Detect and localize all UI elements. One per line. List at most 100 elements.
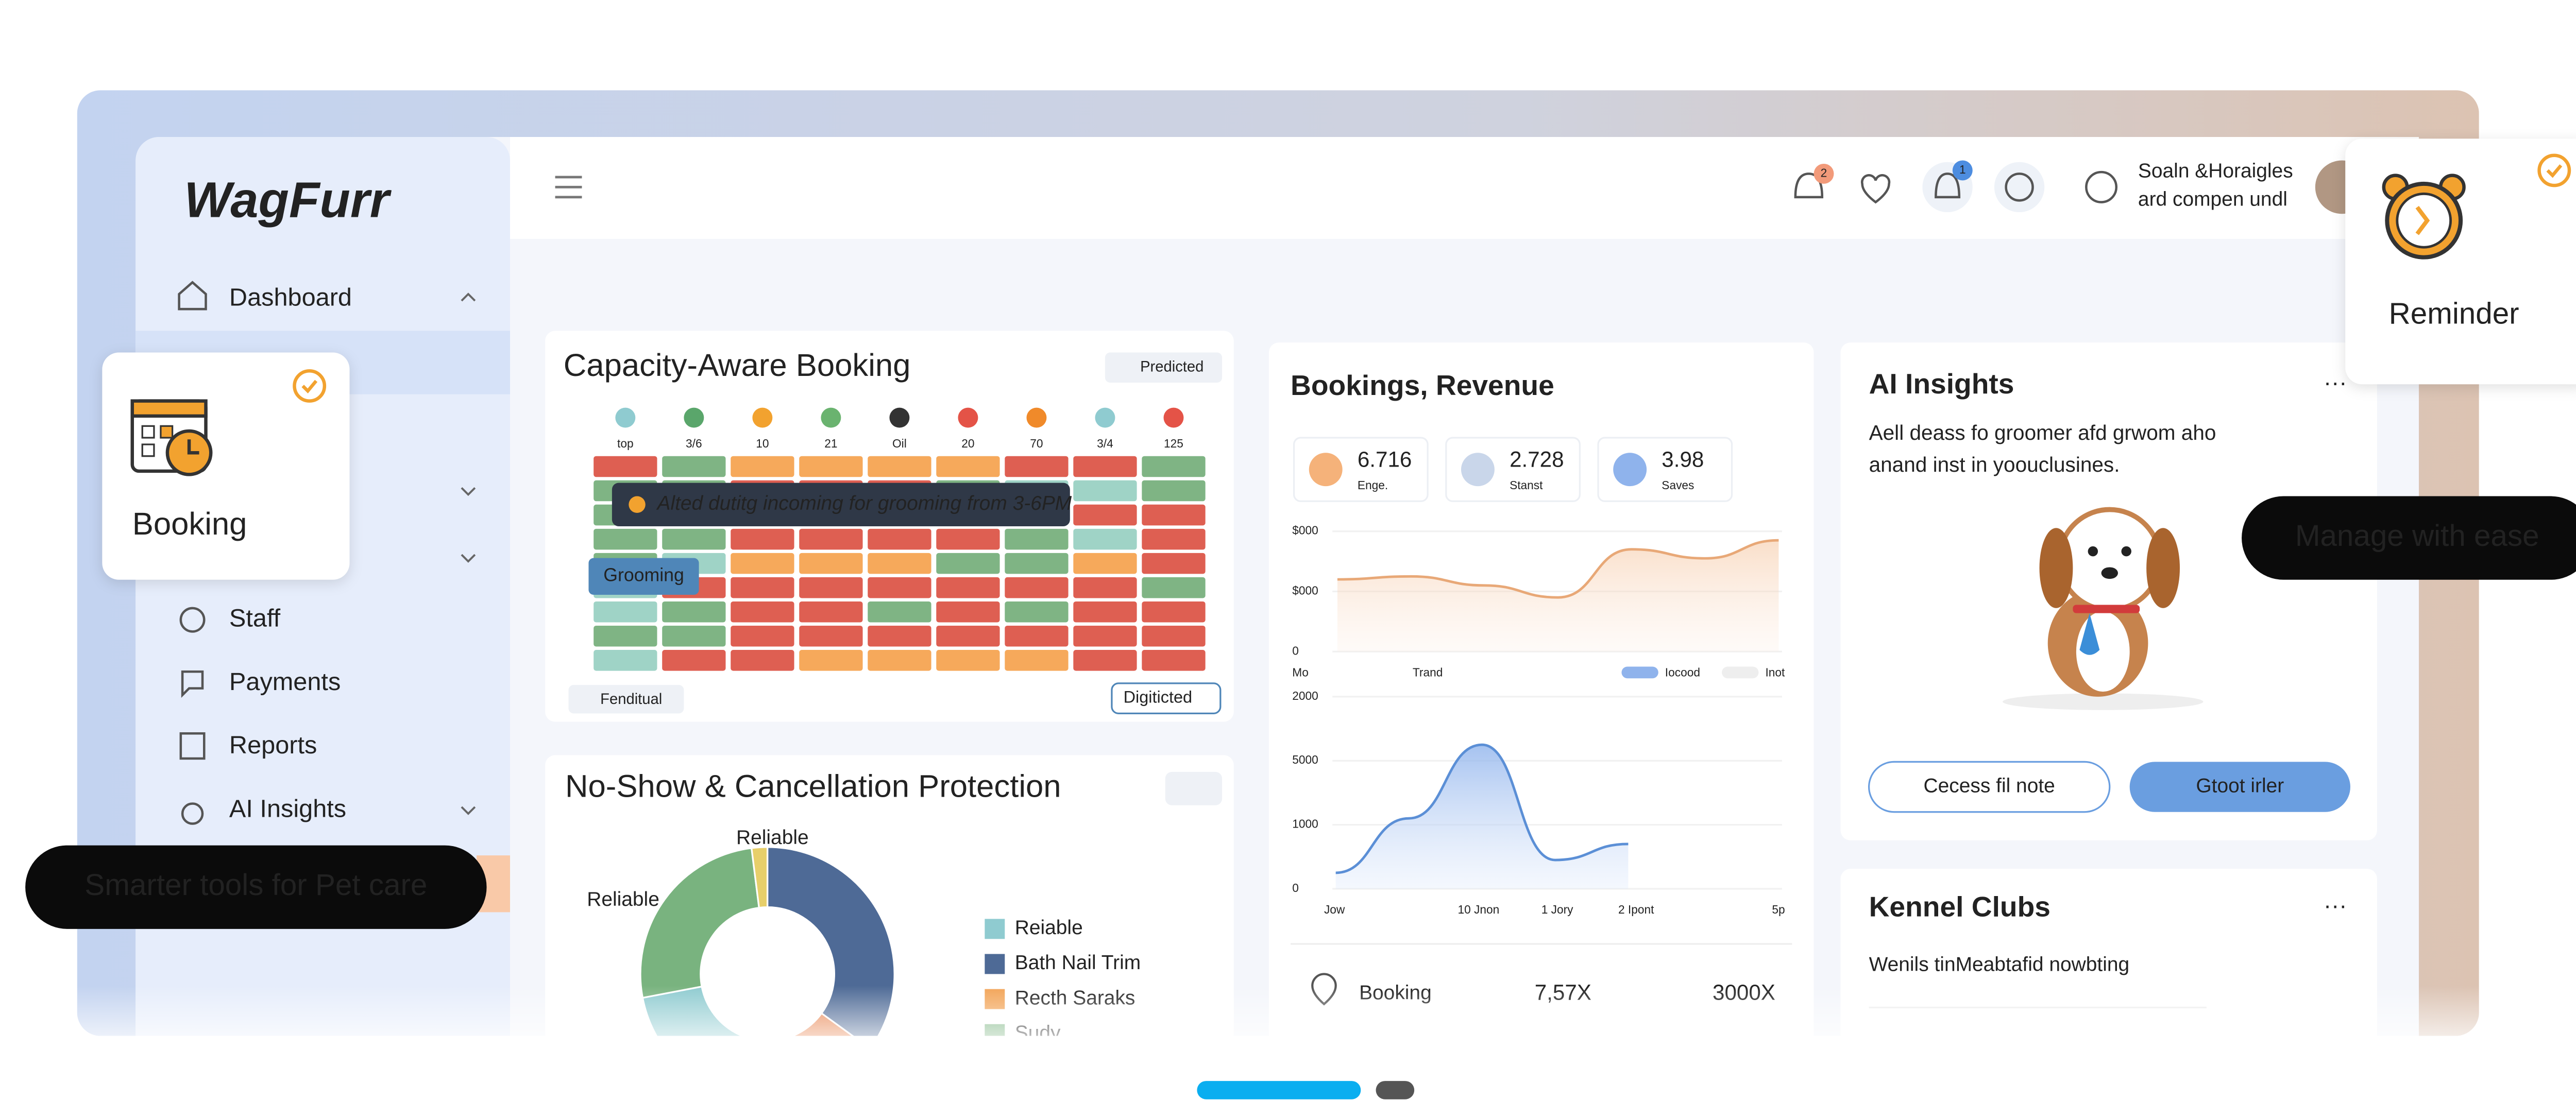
heat-cell [936, 553, 1000, 574]
dropdown-label[interactable]: Predicted [1140, 358, 1204, 375]
heat-cell [936, 601, 1000, 623]
heat-cell [868, 577, 931, 598]
legend-label: Reiable [1015, 917, 1083, 939]
heat-cell [1142, 553, 1206, 574]
calendar-icon [130, 399, 213, 476]
x-tick-label: 5p [1772, 903, 1785, 916]
heat-cell [936, 625, 1000, 647]
heat-cell [731, 601, 794, 623]
donut-label: Reliable [736, 827, 809, 849]
insight-text: Aell deass fo groomer afd grwom aho [1869, 421, 2216, 444]
heat-cell [662, 528, 726, 550]
card [1268, 342, 1814, 1036]
pager-dot-active[interactable] [1197, 1081, 1361, 1099]
heat-cell [868, 528, 931, 550]
callout-label: Reminder [2389, 297, 2519, 331]
column-icon [1095, 407, 1115, 428]
nav-item[interactable]: AI Insights [229, 795, 346, 822]
heat-cell [1073, 480, 1137, 502]
pill [25, 845, 487, 929]
heat-cell [1142, 480, 1206, 502]
pager-dot[interactable] [1376, 1081, 1415, 1099]
more[interactable]: ··· [2324, 369, 2347, 395]
heat-cell [1073, 601, 1137, 623]
card-title: Kennel Clubs [1869, 890, 2050, 922]
dropdown-label[interactable]: Fenditual [600, 691, 662, 708]
y-tick-label: $000 [1292, 583, 1318, 597]
heat-cell [1073, 553, 1137, 574]
column-label: 10 [756, 437, 769, 450]
stat-value: 6.716 [1358, 448, 1412, 472]
column-icon [752, 407, 773, 428]
dropdown[interactable] [1105, 352, 1223, 383]
tag-label: Grooming [603, 565, 684, 586]
heat-cell [594, 528, 657, 550]
x-tick-label: 1 Jory [1541, 903, 1573, 916]
heat-cell [1073, 650, 1137, 671]
legend-label: Inot [1765, 665, 1785, 679]
heat-cell [594, 601, 657, 623]
heat-cell [731, 528, 794, 550]
pill [2242, 496, 2576, 580]
dropdown[interactable] [1165, 771, 1223, 805]
column-label: top [617, 437, 634, 450]
badge-count: 1 [1959, 163, 1966, 176]
heat-cell [1142, 650, 1206, 671]
heat-cell [1142, 528, 1206, 550]
alert-text: Alted dutitg incoming for grooming from … [656, 492, 1072, 514]
heat-cell [799, 528, 863, 550]
button-label[interactable]: Gtoot irler [2196, 775, 2284, 797]
y-tick-label: 0 [1292, 881, 1299, 894]
heatmap: top 3/6 10 21 Oil 20 70 3/4 125 [594, 407, 1206, 671]
alert [612, 483, 1070, 526]
nav-item[interactable]: Payments [229, 668, 341, 696]
column-label: 3/4 [1097, 437, 1113, 450]
heat-cell [936, 456, 1000, 477]
y-tick-label: 2000 [1292, 689, 1318, 702]
card-title: Bookings, Revenue [1291, 369, 1554, 401]
heat-cell [1073, 625, 1137, 647]
x-tick-label: 10 Jnon [1458, 903, 1499, 916]
heat-cell [1005, 625, 1069, 647]
card-title: Capacity-Aware Booking [564, 348, 911, 383]
logo: WagFurr [184, 172, 392, 228]
button[interactable] [2129, 762, 2350, 812]
dog-illustration [2003, 507, 2204, 710]
y-tick-label: 5000 [1292, 753, 1318, 766]
nav-item[interactable]: Staff [229, 604, 281, 632]
stat-label: Saves [1662, 478, 1694, 492]
pill-label: Smarter tools for Pet care [84, 868, 427, 902]
heat-cell [1005, 601, 1069, 623]
area-fill [1335, 745, 1629, 889]
heat-cell [868, 650, 931, 671]
area-fill [1337, 540, 1779, 652]
heat-cell [1005, 553, 1069, 574]
heat-cell [936, 650, 1000, 671]
legend-swatch [985, 954, 1005, 974]
dropdown[interactable] [1111, 682, 1222, 714]
sidebar-icons [178, 281, 207, 825]
column-icon [889, 407, 910, 428]
column-icon [615, 407, 636, 428]
stats: 6.716 Enge. 2.728 Stanst 3.98 Saves [1293, 437, 1733, 502]
heat-cell [1142, 577, 1206, 598]
column-icon [1163, 407, 1184, 428]
heat-cell [799, 650, 863, 671]
header [510, 137, 2419, 239]
donut-segment [750, 846, 769, 909]
stat-icon [1309, 453, 1343, 487]
button-label[interactable]: Cecess fil note [1924, 775, 2055, 797]
heat-cell [799, 553, 863, 574]
stat-label: Enge. [1358, 478, 1388, 492]
more[interactable]: ··· [2324, 892, 2347, 919]
dropdown[interactable] [568, 685, 684, 714]
menu-icon[interactable] [555, 176, 582, 199]
dropdown-label[interactable]: Digiticted [1124, 688, 1192, 707]
nav-item[interactable]: Reports [229, 731, 317, 759]
button[interactable] [1868, 761, 2111, 813]
nav-item[interactable]: Dashboard [229, 284, 352, 312]
x-tick-label: 2 Ipont [1618, 903, 1654, 916]
donut-segment [639, 847, 760, 999]
stat-icon [1461, 453, 1495, 487]
heat-cell [868, 456, 931, 477]
